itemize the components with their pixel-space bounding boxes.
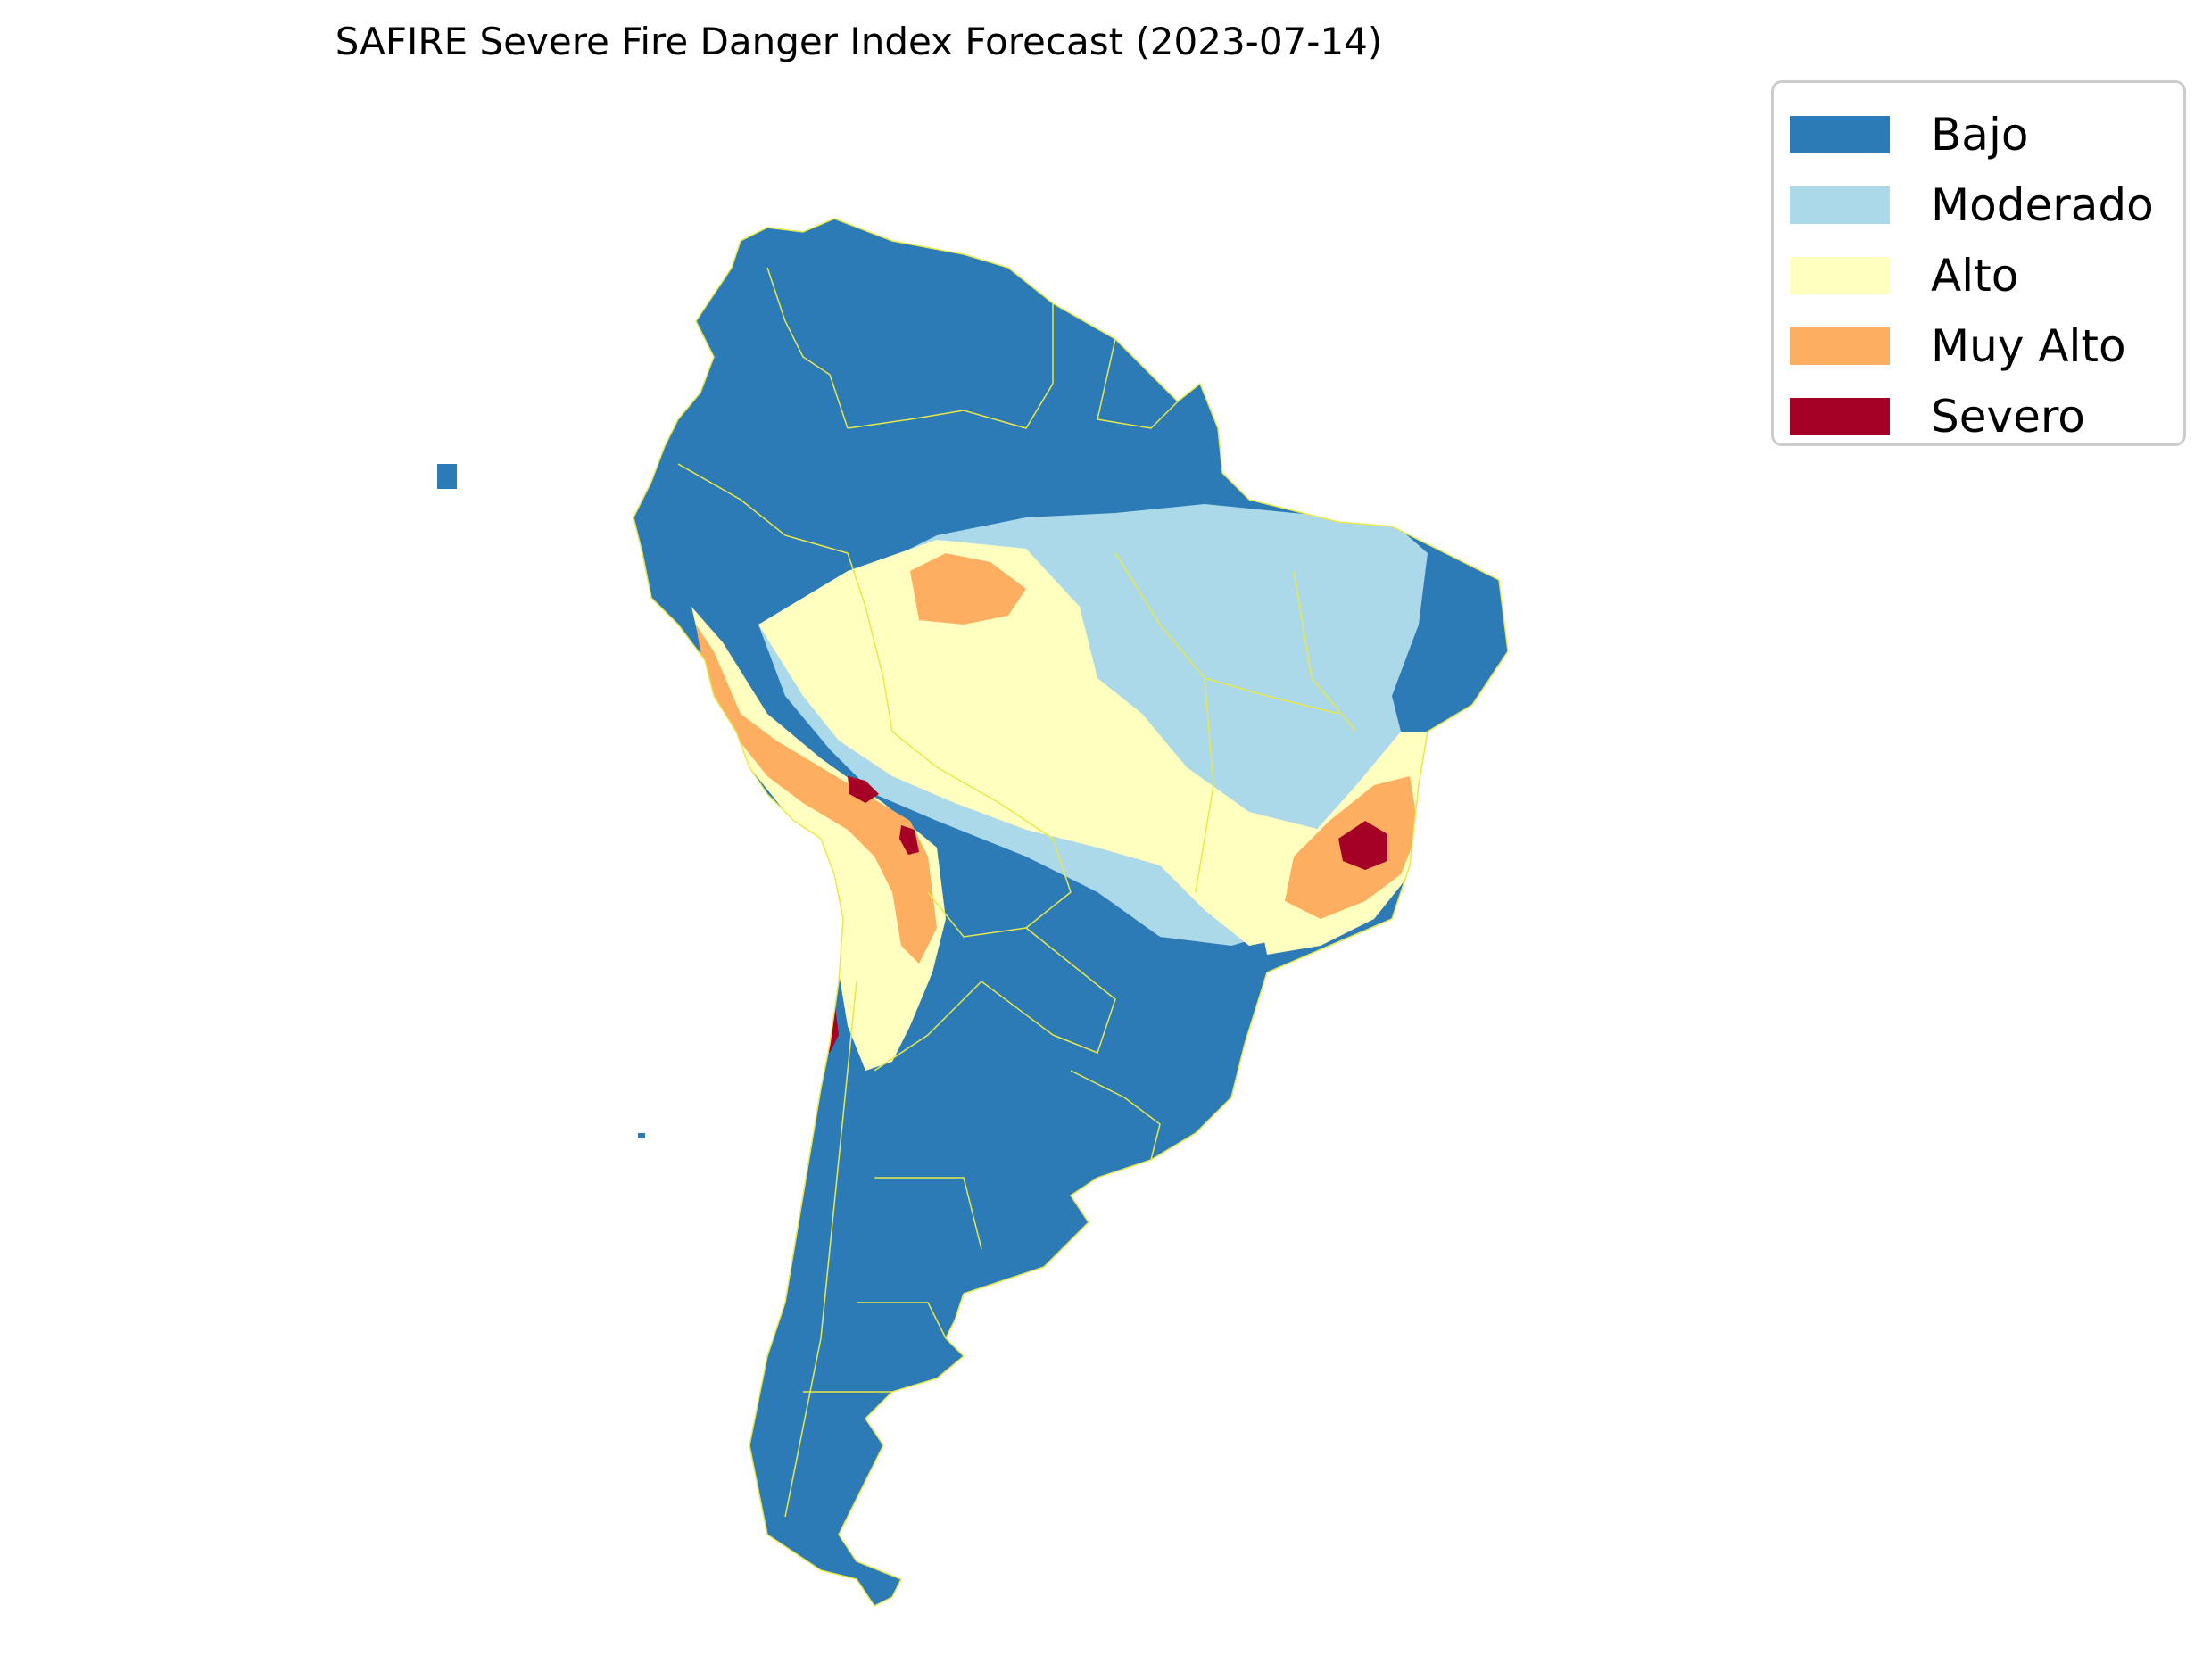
border-bolivia [927, 766, 1072, 938]
zone-severo-southeast [1338, 821, 1387, 870]
legend-item-severo: Severo [1790, 381, 2183, 451]
zone-muyalto-amazon [910, 553, 1026, 625]
border-venezuela-colombia [766, 267, 849, 429]
continent [633, 219, 1508, 1606]
border-guianas [1097, 338, 1179, 429]
legend-item-muy-alto: Muy Alto [1790, 310, 2183, 381]
border-argentina-chile [784, 981, 857, 1518]
border-colombia-peru [677, 463, 866, 608]
border-argentina-provinces-2 [857, 1302, 947, 1339]
legend-item-moderado: Moderado [1790, 170, 2183, 240]
border-argentina-north [874, 981, 1054, 1072]
galapagos-islands [437, 464, 457, 489]
border-brazil-states-3 [1293, 570, 1357, 732]
border-venezuela-brazil [847, 303, 1054, 429]
legend-item-alto: Alto [1790, 240, 2183, 310]
legend-label-alto: Alto [1931, 249, 2019, 302]
zone-bajo-base [633, 219, 1508, 1606]
zone-severo-andes-north [848, 776, 879, 803]
fire-danger-map [437, 218, 1509, 1607]
legend-label-severo: Severo [1931, 390, 2085, 443]
zone-severo-andes-mid [899, 825, 919, 855]
zone-muyalto-andes [696, 625, 937, 964]
falkland-islands-marker [638, 1133, 645, 1138]
legend-swatch-severo [1790, 397, 1890, 435]
border-argentina-provinces-1 [874, 1177, 982, 1250]
legend: Bajo Moderado Alto Muy Alto Severo [1771, 80, 2186, 446]
border-peru-brazil [865, 606, 938, 768]
border-paraguay [1025, 927, 1116, 1054]
legend-swatch-bajo [1790, 115, 1890, 153]
legend-label-bajo: Bajo [1931, 108, 2029, 161]
continent-outline [633, 218, 1509, 1607]
boundaries [633, 218, 1509, 1607]
legend-item-bajo: Bajo [1790, 99, 2183, 170]
border-brazil-states-2 [1195, 677, 1214, 893]
legend-label-muy-alto: Muy Alto [1931, 319, 2126, 372]
legend-swatch-moderado [1790, 186, 1890, 224]
legend-swatch-alto [1790, 256, 1890, 294]
zone-alto-central [758, 540, 1365, 946]
legend-swatch-muy-alto [1790, 327, 1890, 365]
islands [437, 464, 645, 1138]
legend-label-moderado: Moderado [1931, 178, 2154, 231]
border-uruguay [1070, 1070, 1161, 1161]
map-title: SAFIRE Severe Fire Danger Index Forecast… [335, 20, 1383, 63]
